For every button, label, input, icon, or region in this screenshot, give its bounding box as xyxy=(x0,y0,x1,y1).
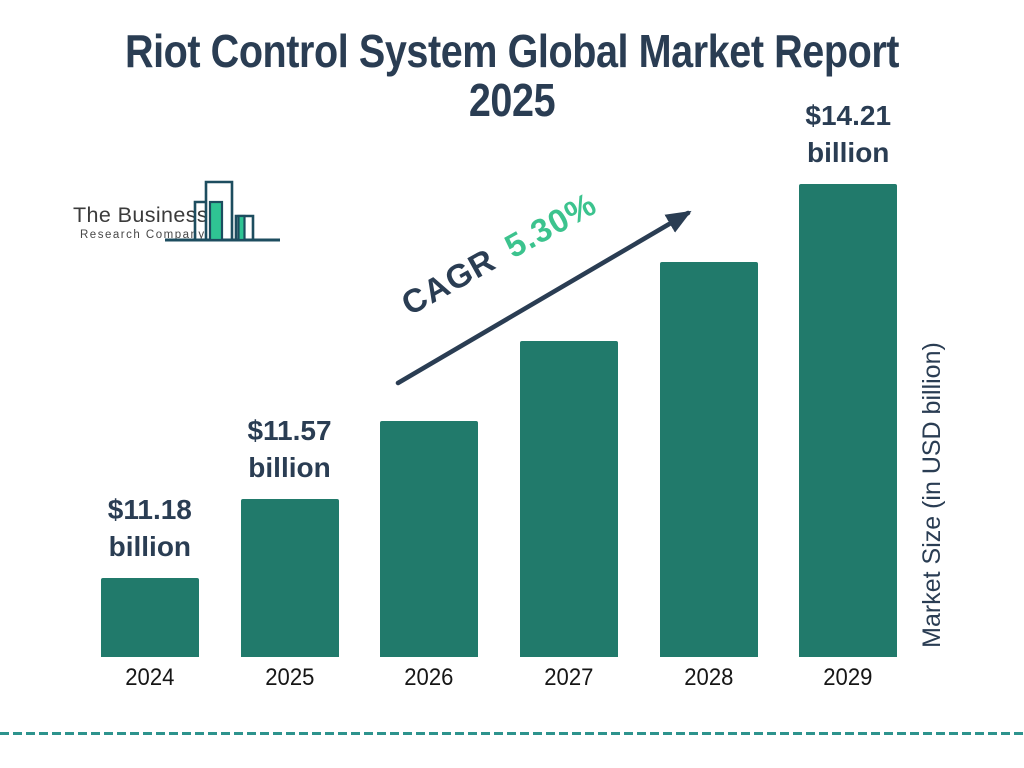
value-label-amount: $11.18 xyxy=(107,494,192,525)
bar-column-2026: 2026 xyxy=(359,95,499,693)
value-label-unit: billion xyxy=(108,531,192,562)
bar-2025 xyxy=(240,499,339,657)
value-label-2024: $11.18 billion xyxy=(108,491,192,565)
bar-column-2025: $11.57 billion 2025 xyxy=(220,95,360,693)
bar-2024 xyxy=(100,578,199,657)
bar-column-2029: $14.21 billion 2029 xyxy=(778,95,918,693)
y-axis-label: Market Size (in USD billion) xyxy=(918,342,946,648)
bar-2027 xyxy=(519,341,618,657)
logo-text: The Business Research Company xyxy=(73,203,208,241)
year-label-2027: 2027 xyxy=(544,664,594,691)
bar-2026 xyxy=(380,421,479,657)
bar-column-2027: 2027 xyxy=(499,95,639,693)
value-label-unit: billion xyxy=(248,452,331,483)
chart-title-line2: 2025 xyxy=(468,74,556,126)
logo-subname: Research Company xyxy=(80,229,206,241)
bar-column-2024: $11.18 billion 2024 xyxy=(80,95,220,693)
year-label-2029: 2029 xyxy=(823,664,873,691)
value-label-2025: $11.57 billion xyxy=(247,412,331,486)
logo-name: The Business xyxy=(73,203,209,227)
value-label-2029: $14.21 billion xyxy=(805,97,891,171)
chart-title-line1: Riot Control System Global Market Report xyxy=(124,25,900,77)
year-label-2028: 2028 xyxy=(683,664,734,691)
value-label-amount: $11.57 xyxy=(247,415,332,446)
value-label-unit: billion xyxy=(806,137,890,168)
year-label-2025: 2025 xyxy=(264,664,315,691)
year-label-2024: 2024 xyxy=(125,664,175,691)
bar-chart: $11.18 billion 2024 $11.57 billion 2025 2026 20… xyxy=(80,95,918,693)
logo-bar-chart-icon xyxy=(165,180,280,242)
chart-title: Riot Control System Global Market Report… xyxy=(72,27,953,125)
company-logo: The Business Research Company xyxy=(73,175,285,247)
bar-column-2028: 2028 xyxy=(639,95,779,693)
value-label-amount: $14.21 xyxy=(805,100,892,131)
cagr-arrow-icon xyxy=(395,210,692,386)
bottom-dashed-divider xyxy=(0,732,1024,735)
bar-2029 xyxy=(799,184,898,657)
bar-2028 xyxy=(659,262,758,657)
year-label-2026: 2026 xyxy=(404,664,454,691)
